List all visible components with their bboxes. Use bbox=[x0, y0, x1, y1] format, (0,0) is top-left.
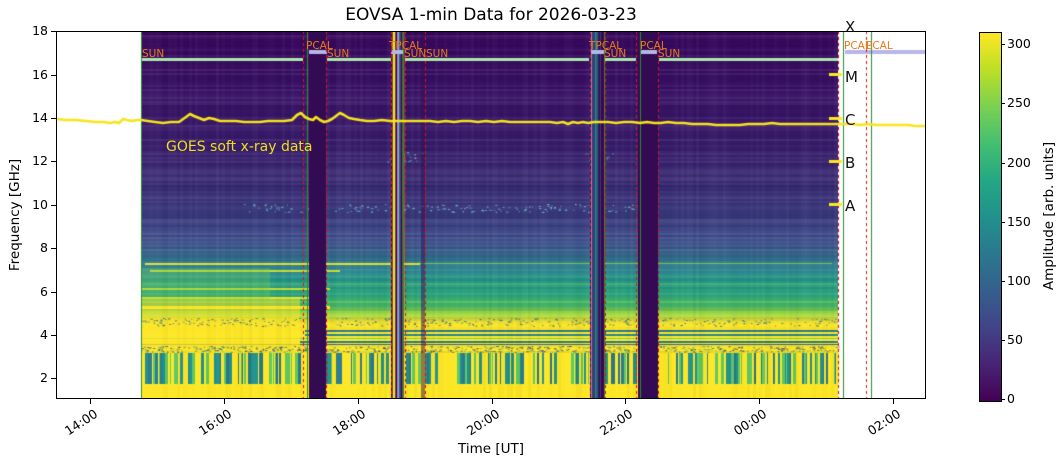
goes-class-b: B bbox=[845, 154, 856, 172]
y-tick-mark bbox=[51, 74, 56, 76]
x-tick-label: 16:00 bbox=[195, 406, 235, 439]
colorbar-tick-label: 0 bbox=[1007, 391, 1015, 406]
y-tick-mark bbox=[51, 117, 56, 119]
y-tick-mark bbox=[51, 334, 56, 336]
colorbar-tick-label: 200 bbox=[1007, 155, 1031, 170]
y-tick-mark bbox=[51, 247, 56, 249]
colorbar-tick-mark bbox=[1001, 280, 1005, 282]
x-axis-label: Time [UT] bbox=[458, 441, 524, 457]
spectrogram-canvas bbox=[56, 31, 926, 399]
scan-label-sun: SUN bbox=[426, 48, 449, 60]
scan-label-sun: SUN bbox=[658, 48, 681, 60]
colorbar-tick-mark bbox=[1001, 221, 1005, 223]
colorbar-tick-mark bbox=[1001, 43, 1005, 45]
x-tick-label: 14:00 bbox=[61, 406, 101, 439]
goes-class-a: A bbox=[845, 197, 856, 215]
y-tick-mark bbox=[51, 204, 56, 206]
goes-class-x: X bbox=[845, 18, 856, 36]
y-tick-mark bbox=[51, 30, 56, 32]
x-tick-mark bbox=[758, 399, 760, 404]
y-tick-label: 8 bbox=[40, 240, 48, 255]
colorbar-tick-mark bbox=[1001, 102, 1005, 104]
scan-label-sun: SUN bbox=[404, 48, 427, 60]
colorbar-tick-label: 150 bbox=[1007, 214, 1031, 229]
y-tick-label: 2 bbox=[40, 370, 48, 385]
y-tick-label: 12 bbox=[32, 153, 48, 168]
y-tick-label: 4 bbox=[40, 327, 48, 342]
colorbar-tick-label: 300 bbox=[1007, 36, 1031, 51]
scan-label-tpcal: TPCAL bbox=[589, 40, 623, 52]
y-tick-mark bbox=[51, 291, 56, 293]
x-tick-mark bbox=[89, 399, 91, 404]
x-tick-label: 02:00 bbox=[864, 406, 904, 439]
scan-label-pcal: PCAL bbox=[306, 40, 333, 52]
x-tick-label: 22:00 bbox=[596, 406, 636, 439]
scan-label-sun: SUN bbox=[327, 48, 350, 60]
scan-label-pcal: PCAL bbox=[640, 40, 667, 52]
y-tick-label: 6 bbox=[40, 284, 48, 299]
x-tick-mark bbox=[357, 399, 359, 404]
colorbar-label: Amplitude [arb. units] bbox=[1041, 141, 1057, 291]
colorbar-tick-label: 50 bbox=[1007, 332, 1023, 347]
chart-title: EOVSA 1-min Data for 2026-03-23 bbox=[345, 5, 637, 25]
colorbar-tick-mark bbox=[1001, 398, 1005, 400]
x-tick-label: 18:00 bbox=[329, 406, 369, 439]
colorbar bbox=[979, 32, 1002, 402]
x-tick-mark bbox=[491, 399, 493, 404]
scan-label-pcal: PCAL bbox=[866, 40, 893, 52]
scan-label-tpcal: TPCAL bbox=[389, 40, 423, 52]
y-tick-label: 16 bbox=[32, 67, 48, 82]
colorbar-tick-mark bbox=[1001, 339, 1005, 341]
x-tick-label: 00:00 bbox=[730, 406, 770, 439]
x-tick-label: 20:00 bbox=[463, 406, 503, 439]
colorbar-tick-label: 250 bbox=[1007, 95, 1031, 110]
scan-label-pcal: PCAL bbox=[844, 40, 871, 52]
scan-label-sun: SUN bbox=[604, 48, 627, 60]
y-tick-mark bbox=[51, 377, 56, 379]
x-tick-mark bbox=[223, 399, 225, 404]
colorbar-tick-label: 100 bbox=[1007, 273, 1031, 288]
y-tick-mark bbox=[51, 160, 56, 162]
goes-class-c: C bbox=[845, 111, 856, 129]
colorbar-tick-mark bbox=[1001, 162, 1005, 164]
x-tick-mark bbox=[624, 399, 626, 404]
y-tick-label: 14 bbox=[32, 110, 48, 125]
x-tick-mark bbox=[892, 399, 894, 404]
goes-line-annotation: GOES soft x-ray data bbox=[166, 139, 313, 155]
y-tick-label: 18 bbox=[32, 23, 48, 38]
y-tick-label: 10 bbox=[32, 197, 48, 212]
goes-class-m: M bbox=[845, 68, 858, 86]
scan-label-sun: SUN bbox=[142, 48, 165, 60]
